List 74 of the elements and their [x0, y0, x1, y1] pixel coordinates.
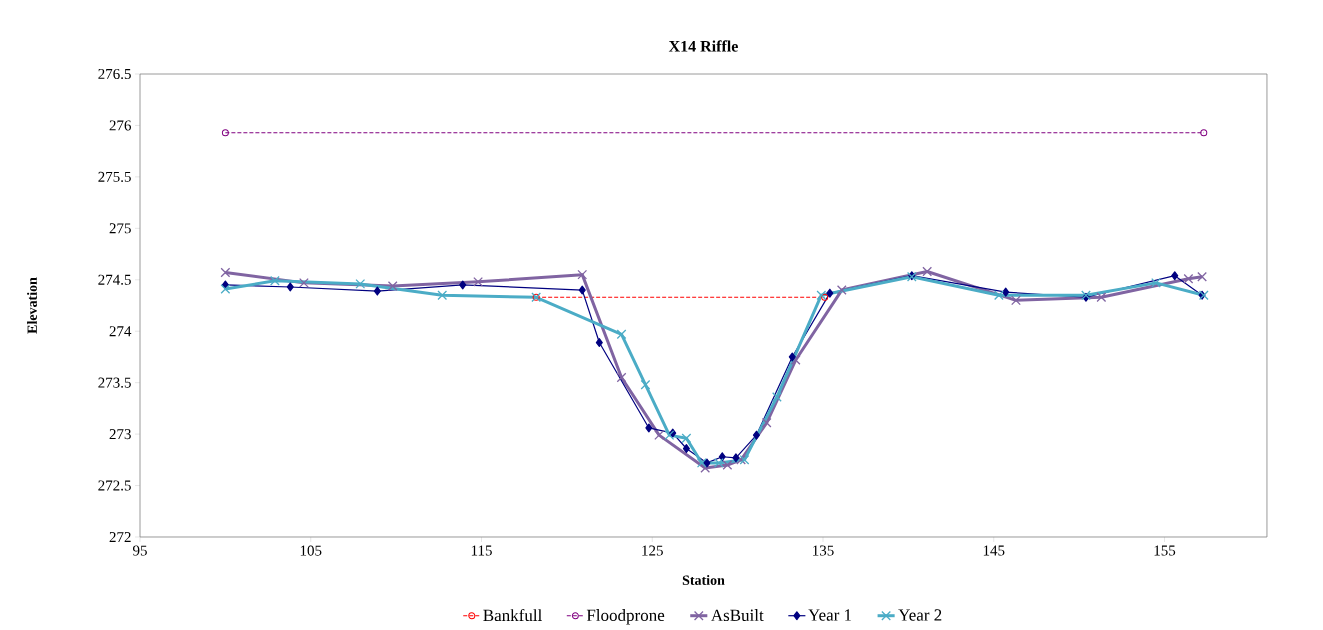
point	[788, 352, 796, 362]
point	[772, 392, 782, 402]
x-tick-label: 135	[813, 545, 834, 556]
point	[821, 293, 829, 301]
y-tick-label: 272	[109, 532, 131, 542]
point	[1197, 271, 1207, 282]
x-tick-label: 115	[471, 545, 492, 556]
point	[1096, 292, 1107, 303]
point	[616, 372, 627, 383]
point	[1200, 129, 1208, 137]
point	[654, 430, 664, 441]
point	[1183, 273, 1194, 284]
y-axis-title: Elevation	[27, 277, 37, 334]
point	[616, 329, 627, 340]
point	[722, 460, 733, 470]
point	[1151, 277, 1161, 288]
point	[640, 379, 651, 390]
point	[816, 290, 827, 301]
point	[645, 423, 653, 433]
point	[732, 453, 740, 463]
legend-label: AsBuilt	[711, 609, 764, 622]
y-tick-label: 272.5	[98, 480, 131, 491]
y-tick-label: 276.5	[98, 68, 131, 80]
point	[664, 430, 675, 441]
point	[473, 276, 483, 287]
point	[1011, 295, 1021, 306]
point	[387, 281, 398, 291]
point	[286, 282, 294, 292]
x-axis-title: Station	[682, 575, 725, 585]
x-tick-label: 145	[983, 545, 1005, 556]
point	[790, 355, 801, 365]
x-tick-label: 155	[1154, 545, 1176, 556]
point	[696, 458, 707, 468]
chart-title: X14 Riffle	[668, 40, 738, 52]
point	[836, 285, 847, 295]
point	[220, 267, 231, 278]
point	[270, 275, 280, 286]
legend-label: Floodprone	[586, 609, 665, 625]
point	[739, 454, 750, 465]
point	[1002, 287, 1010, 297]
point	[355, 279, 366, 289]
y-tick-label: 273.5	[98, 377, 131, 388]
legend-label: Bankfull	[483, 608, 542, 622]
point	[221, 129, 229, 137]
point	[682, 444, 690, 454]
point	[577, 269, 588, 280]
point	[220, 284, 231, 294]
point	[993, 290, 1004, 301]
point	[736, 454, 746, 465]
point	[713, 458, 724, 468]
y-tick-label: 275	[109, 223, 131, 234]
point	[373, 286, 381, 296]
point	[1171, 271, 1179, 281]
point	[578, 285, 586, 295]
point	[703, 458, 711, 468]
point	[752, 430, 760, 440]
y-tick-label: 274.5	[98, 274, 131, 285]
y-tick-label: 274	[109, 326, 132, 337]
y-tick-label: 273	[109, 429, 131, 440]
point	[922, 266, 933, 277]
legend-label: Year 2	[898, 609, 942, 621]
point	[595, 338, 603, 348]
x-tick-label: 105	[300, 545, 322, 556]
point	[761, 417, 772, 428]
point	[299, 277, 309, 288]
y-tick-label: 276	[109, 120, 132, 131]
point	[459, 280, 467, 290]
point	[437, 290, 448, 301]
point	[826, 288, 834, 298]
y-tick-label: 275.5	[98, 171, 131, 182]
x-tick-label: 95	[132, 545, 147, 556]
legend-label: Year 1	[808, 609, 852, 621]
x-tick-label: 125	[642, 545, 663, 556]
point	[681, 433, 692, 444]
